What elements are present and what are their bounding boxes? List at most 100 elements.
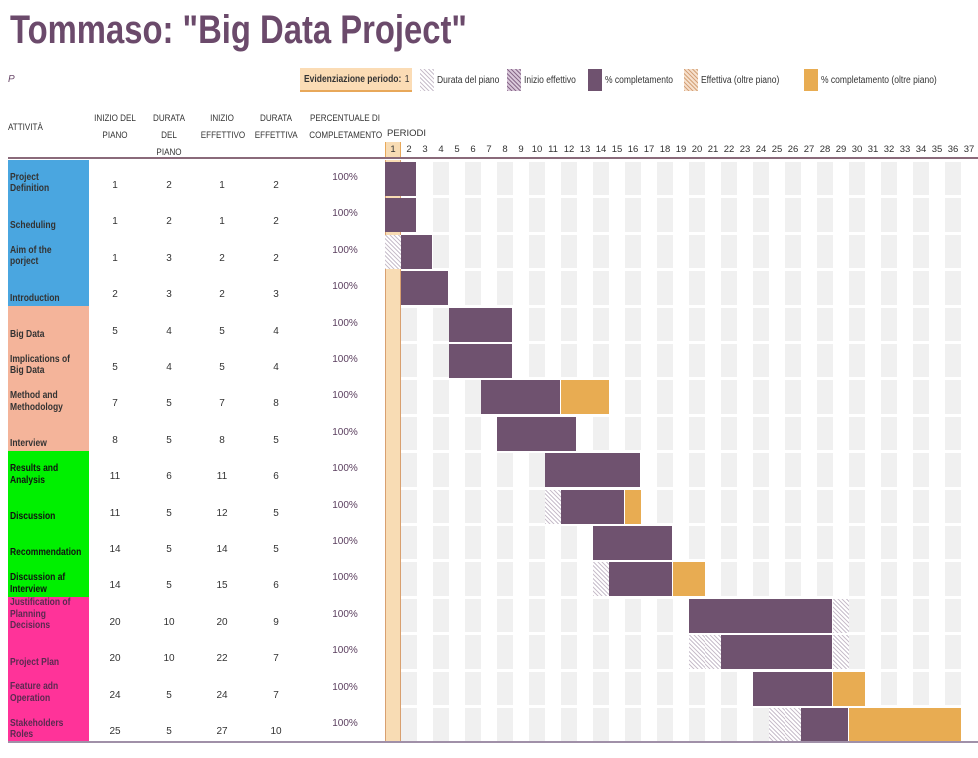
- task-percent-complete[interactable]: 100%: [332, 572, 358, 584]
- task-plan-start[interactable]: 5: [112, 325, 118, 337]
- task-act-start[interactable]: 20: [216, 616, 228, 628]
- activity-cell[interactable]: Discussion: [8, 487, 89, 525]
- task-act-dur[interactable]: 8: [273, 398, 279, 410]
- task-percent-complete[interactable]: 100%: [332, 718, 358, 729]
- task-plan-start[interactable]: 20: [109, 653, 121, 665]
- task-act-start[interactable]: 8: [219, 434, 225, 446]
- task-act-start[interactable]: 14: [216, 544, 228, 555]
- task-act-start[interactable]: 11: [216, 471, 228, 483]
- task-percent-complete[interactable]: 100%: [332, 317, 358, 329]
- task-act-dur[interactable]: 3: [273, 289, 279, 301]
- task-act-dur[interactable]: 4: [273, 362, 279, 373]
- grid-cell: [593, 198, 609, 232]
- task-plan-start[interactable]: 2: [112, 289, 118, 301]
- task-percent-complete[interactable]: 100%: [332, 463, 358, 475]
- task-act-dur[interactable]: 6: [273, 471, 279, 483]
- activity-cell[interactable]: Recommendation: [8, 524, 89, 561]
- task-act-dur[interactable]: 2: [273, 216, 279, 228]
- task-plan-dur[interactable]: 5: [166, 398, 172, 410]
- task-plan-dur[interactable]: 5: [166, 507, 172, 519]
- task-percent-complete[interactable]: 100%: [332, 499, 358, 511]
- task-act-dur[interactable]: 7: [273, 653, 279, 665]
- task-act-dur[interactable]: 10: [270, 726, 282, 737]
- activity-cell[interactable]: Project Definition: [8, 160, 89, 197]
- task-plan-start[interactable]: 1: [112, 180, 118, 191]
- task-act-dur[interactable]: 5: [273, 507, 279, 519]
- task-plan-start[interactable]: 14: [109, 580, 121, 592]
- task-percent-complete[interactable]: 100%: [332, 608, 358, 620]
- task-plan-dur[interactable]: 4: [166, 362, 172, 373]
- activity-cell[interactable]: Interview: [8, 414, 89, 452]
- activity-cell[interactable]: Big Data: [8, 305, 89, 343]
- task-percent-complete[interactable]: 100%: [332, 681, 358, 693]
- task-act-dur[interactable]: 2: [273, 252, 279, 264]
- task-plan-start[interactable]: 1: [112, 216, 118, 228]
- task-act-start[interactable]: 5: [219, 362, 225, 373]
- task-plan-start[interactable]: 25: [109, 726, 121, 737]
- task-plan-start[interactable]: 7: [112, 398, 118, 410]
- task-act-dur[interactable]: 6: [273, 580, 279, 592]
- task-plan-start[interactable]: 20: [109, 616, 121, 628]
- task-percent-complete[interactable]: 100%: [332, 244, 358, 256]
- activity-cell[interactable]: Aim of the porject: [8, 232, 89, 270]
- task-plan-start[interactable]: 24: [109, 689, 121, 701]
- task-act-start[interactable]: 24: [216, 689, 228, 701]
- task-plan-start[interactable]: 8: [112, 434, 118, 446]
- task-plan-start[interactable]: 11: [109, 507, 121, 519]
- activity-cell[interactable]: Introduction: [8, 269, 89, 307]
- task-act-dur[interactable]: 7: [273, 689, 279, 701]
- task-percent-complete[interactable]: 100%: [332, 281, 358, 293]
- task-act-dur[interactable]: 4: [273, 325, 279, 337]
- task-act-start[interactable]: 2: [219, 252, 225, 264]
- task-plan-dur[interactable]: 10: [163, 653, 175, 665]
- task-act-start[interactable]: 15: [216, 580, 228, 592]
- task-plan-dur[interactable]: 10: [163, 616, 175, 628]
- task-percent-complete[interactable]: 100%: [332, 208, 358, 220]
- task-plan-dur[interactable]: 5: [166, 580, 172, 592]
- task-plan-start[interactable]: 5: [112, 362, 118, 373]
- activity-cell[interactable]: Implications of Big Data: [8, 342, 89, 379]
- task-act-dur[interactable]: 2: [273, 180, 279, 191]
- task-plan-dur[interactable]: 5: [166, 726, 172, 737]
- task-act-start[interactable]: 1: [219, 180, 225, 191]
- activity-cell[interactable]: Stakeholders Roles: [8, 706, 89, 743]
- activity-cell[interactable]: Project Plan: [8, 633, 89, 671]
- task-plan-dur[interactable]: 2: [166, 180, 172, 191]
- task-plan-dur[interactable]: 3: [166, 289, 172, 301]
- task-plan-dur[interactable]: 5: [166, 689, 172, 701]
- task-plan-dur[interactable]: 5: [166, 544, 172, 555]
- activity-cell[interactable]: Results and Analysis: [8, 451, 89, 489]
- task-plan-dur[interactable]: 2: [166, 216, 172, 228]
- task-act-dur[interactable]: 9: [273, 616, 279, 628]
- task-plan-start[interactable]: 11: [109, 471, 121, 483]
- task-plan-dur[interactable]: 4: [166, 325, 172, 337]
- task-plan-dur[interactable]: 5: [166, 434, 172, 446]
- task-percent-complete[interactable]: 100%: [332, 426, 358, 438]
- task-percent-complete[interactable]: 100%: [332, 536, 358, 547]
- task-percent-complete[interactable]: 100%: [332, 172, 358, 183]
- period-highlight-input[interactable]: Evidenziazione periodo: 1: [300, 68, 412, 92]
- grid-cell: [625, 598, 641, 633]
- period-highlight-value[interactable]: 1: [404, 74, 410, 85]
- task-percent-complete[interactable]: 100%: [332, 645, 358, 657]
- task-act-start[interactable]: 1: [219, 216, 225, 228]
- task-plan-start[interactable]: 1: [112, 252, 118, 264]
- task-act-dur[interactable]: 5: [273, 434, 279, 446]
- task-act-start[interactable]: 12: [216, 507, 228, 519]
- task-act-start[interactable]: 7: [219, 398, 225, 410]
- task-plan-dur[interactable]: 6: [166, 471, 172, 483]
- activity-cell[interactable]: Feature adn Operation: [8, 669, 89, 707]
- task-act-start[interactable]: 5: [219, 325, 225, 337]
- task-act-start[interactable]: 22: [216, 653, 228, 665]
- task-plan-dur[interactable]: 3: [166, 252, 172, 264]
- task-percent-complete[interactable]: 100%: [332, 390, 358, 402]
- task-act-start[interactable]: 27: [216, 726, 228, 737]
- activity-cell[interactable]: Scheduling: [8, 196, 89, 234]
- activity-cell[interactable]: Justification of Planning Decisions: [8, 596, 89, 634]
- task-percent-complete[interactable]: 100%: [332, 354, 358, 365]
- task-act-dur[interactable]: 5: [273, 544, 279, 555]
- activity-cell[interactable]: Method and Methodology: [8, 378, 89, 416]
- activity-cell[interactable]: Discussion af Interview: [8, 560, 89, 598]
- task-act-start[interactable]: 2: [219, 289, 225, 301]
- task-plan-start[interactable]: 14: [109, 544, 121, 555]
